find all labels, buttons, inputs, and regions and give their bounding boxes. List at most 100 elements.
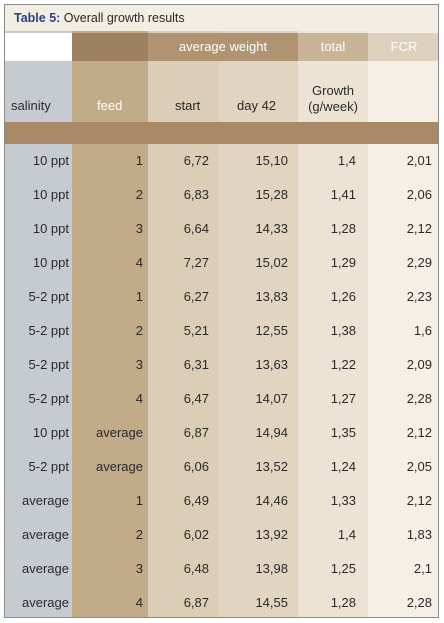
cell-feed: 4 (135, 595, 143, 610)
cell-start: 6,72 (183, 153, 209, 168)
cell-total: 1,24 (330, 459, 356, 474)
cell-salinity: 5-2 ppt (28, 323, 69, 338)
cell-day42: 13,98 (255, 561, 288, 576)
cell-total: 1,25 (330, 561, 356, 576)
cell-feed: 4 (135, 391, 143, 406)
cell-total: 1,28 (330, 595, 356, 610)
cell-day42: 14,46 (255, 493, 288, 508)
table-row: average 3 6,48 13,98 1,25 2,1 (5, 552, 438, 586)
cell-fcr: 2,28 (406, 595, 432, 610)
cell-fcr: 2,29 (406, 255, 432, 270)
cell-fcr: 2,06 (406, 187, 432, 202)
table-row: average 4 6,87 14,55 1,28 2,28 (5, 586, 438, 617)
header-band-average-weight (148, 33, 298, 61)
cell-total: 1,26 (330, 289, 356, 304)
table-row: 10 ppt 1 6,72 15,10 1,4 2,01 (5, 144, 438, 178)
cell-start: 6,02 (183, 527, 209, 542)
cell-day42: 14,55 (255, 595, 288, 610)
table-row: 5-2 ppt 2 5,21 12,55 1,38 1,6 (5, 314, 438, 348)
header-fcr: FCR (390, 39, 418, 54)
cell-start: 6,31 (183, 357, 209, 372)
cell-salinity: 10 ppt (32, 255, 69, 270)
header-separator (5, 122, 438, 144)
header-band-feed (72, 33, 148, 61)
subheader-salinity: salinity (11, 98, 51, 113)
cell-fcr: 2,28 (406, 391, 432, 406)
table-row: 5-2 ppt 3 6,31 13,63 1,22 2,09 (5, 348, 438, 382)
cell-day42: 14,07 (255, 391, 288, 406)
cell-total: 1,33 (330, 493, 356, 508)
cell-salinity: average (22, 561, 69, 576)
table-row: 10 ppt average 6,87 14,94 1,35 2,12 (5, 416, 438, 450)
table-row: 5-2 ppt average 6,06 13,52 1,24 2,05 (5, 450, 438, 484)
header-total: total (320, 39, 346, 54)
cell-start: 6,48 (183, 561, 209, 576)
cell-feed: 2 (135, 323, 143, 338)
header-band-total (298, 33, 368, 61)
table-row: average 2 6,02 13,92 1,4 1,83 (5, 518, 438, 552)
cell-total: 1,27 (330, 391, 356, 406)
caption-text: Overall growth results (60, 11, 185, 25)
cell-feed: average (96, 425, 143, 440)
cell-fcr: 1,83 (406, 527, 432, 542)
cell-total: 1,28 (330, 221, 356, 236)
cell-day42: 13,83 (255, 289, 288, 304)
cell-salinity: 5-2 ppt (28, 357, 69, 372)
cell-start: 6,87 (183, 595, 209, 610)
cell-day42: 13,92 (255, 527, 288, 542)
cell-fcr: 1,6 (413, 323, 432, 338)
cell-day42: 14,94 (255, 425, 288, 440)
subheader-growth-line2: (g/week) (308, 99, 358, 114)
subheader-growth: Growth (g/week) (298, 83, 368, 115)
header-band-fcr (368, 33, 438, 61)
table-row: 10 ppt 4 7,27 15,02 1,29 2,29 (5, 246, 438, 280)
table-caption: Table 5: Overall growth results (5, 5, 438, 31)
cell-start: 6,27 (183, 289, 209, 304)
cell-fcr: 2,09 (406, 357, 432, 372)
cell-total: 1,29 (330, 255, 356, 270)
header-average-weight: average weight (178, 39, 268, 54)
cell-feed: 1 (135, 153, 143, 168)
table-row: 10 ppt 3 6,64 14,33 1,28 2,12 (5, 212, 438, 246)
cell-total: 1,22 (330, 357, 356, 372)
table-frame: Table 5: Overall growth results average … (4, 4, 439, 618)
cell-start: 7,27 (183, 255, 209, 270)
cell-day42: 13,63 (255, 357, 288, 372)
subheader-growth-line1: Growth (312, 83, 354, 98)
cell-total: 1,38 (330, 323, 356, 338)
cell-salinity: 5-2 ppt (28, 459, 69, 474)
table-row: 10 ppt 2 6,83 15,28 1,41 2,06 (5, 178, 438, 212)
header-band-salinity (5, 33, 72, 61)
table-row: 5-2 ppt 1 6,27 13,83 1,26 2,23 (5, 280, 438, 314)
cell-feed: 1 (135, 493, 143, 508)
cell-salinity: average (22, 595, 69, 610)
cell-total: 1,35 (330, 425, 356, 440)
subheader-feed: feed (97, 98, 123, 113)
cell-day42: 13,52 (255, 459, 288, 474)
cell-fcr: 2,01 (406, 153, 432, 168)
cell-total: 1,41 (330, 187, 356, 202)
cell-start: 6,87 (183, 425, 209, 440)
cell-feed: 2 (135, 527, 143, 542)
cell-fcr: 2,1 (413, 561, 432, 576)
cell-fcr: 2,23 (406, 289, 432, 304)
cell-total: 1,4 (337, 153, 356, 168)
table-body: 10 ppt 1 6,72 15,10 1,4 2,01 10 ppt 2 6,83 15,28 1… (5, 144, 438, 617)
cell-fcr: 2,12 (406, 221, 432, 236)
cell-start: 6,64 (183, 221, 209, 236)
cell-feed: average (96, 459, 143, 474)
caption-label: Table 5: (14, 11, 61, 25)
cell-salinity: 5-2 ppt (28, 391, 69, 406)
table-row: 5-2 ppt 4 6,47 14,07 1,27 2,28 (5, 382, 438, 416)
subheader-start: start (175, 98, 201, 113)
cell-feed: 3 (135, 561, 143, 576)
cell-salinity: 5-2 ppt (28, 289, 69, 304)
cell-start: 5,21 (183, 323, 209, 338)
cell-start: 6,06 (183, 459, 209, 474)
cell-day42: 15,02 (255, 255, 288, 270)
cell-fcr: 2,05 (406, 459, 432, 474)
cell-feed: 4 (135, 255, 143, 270)
cell-feed: 2 (135, 187, 143, 202)
cell-salinity: 10 ppt (32, 153, 69, 168)
table-row: average 1 6,49 14,46 1,33 2,12 (5, 484, 438, 518)
